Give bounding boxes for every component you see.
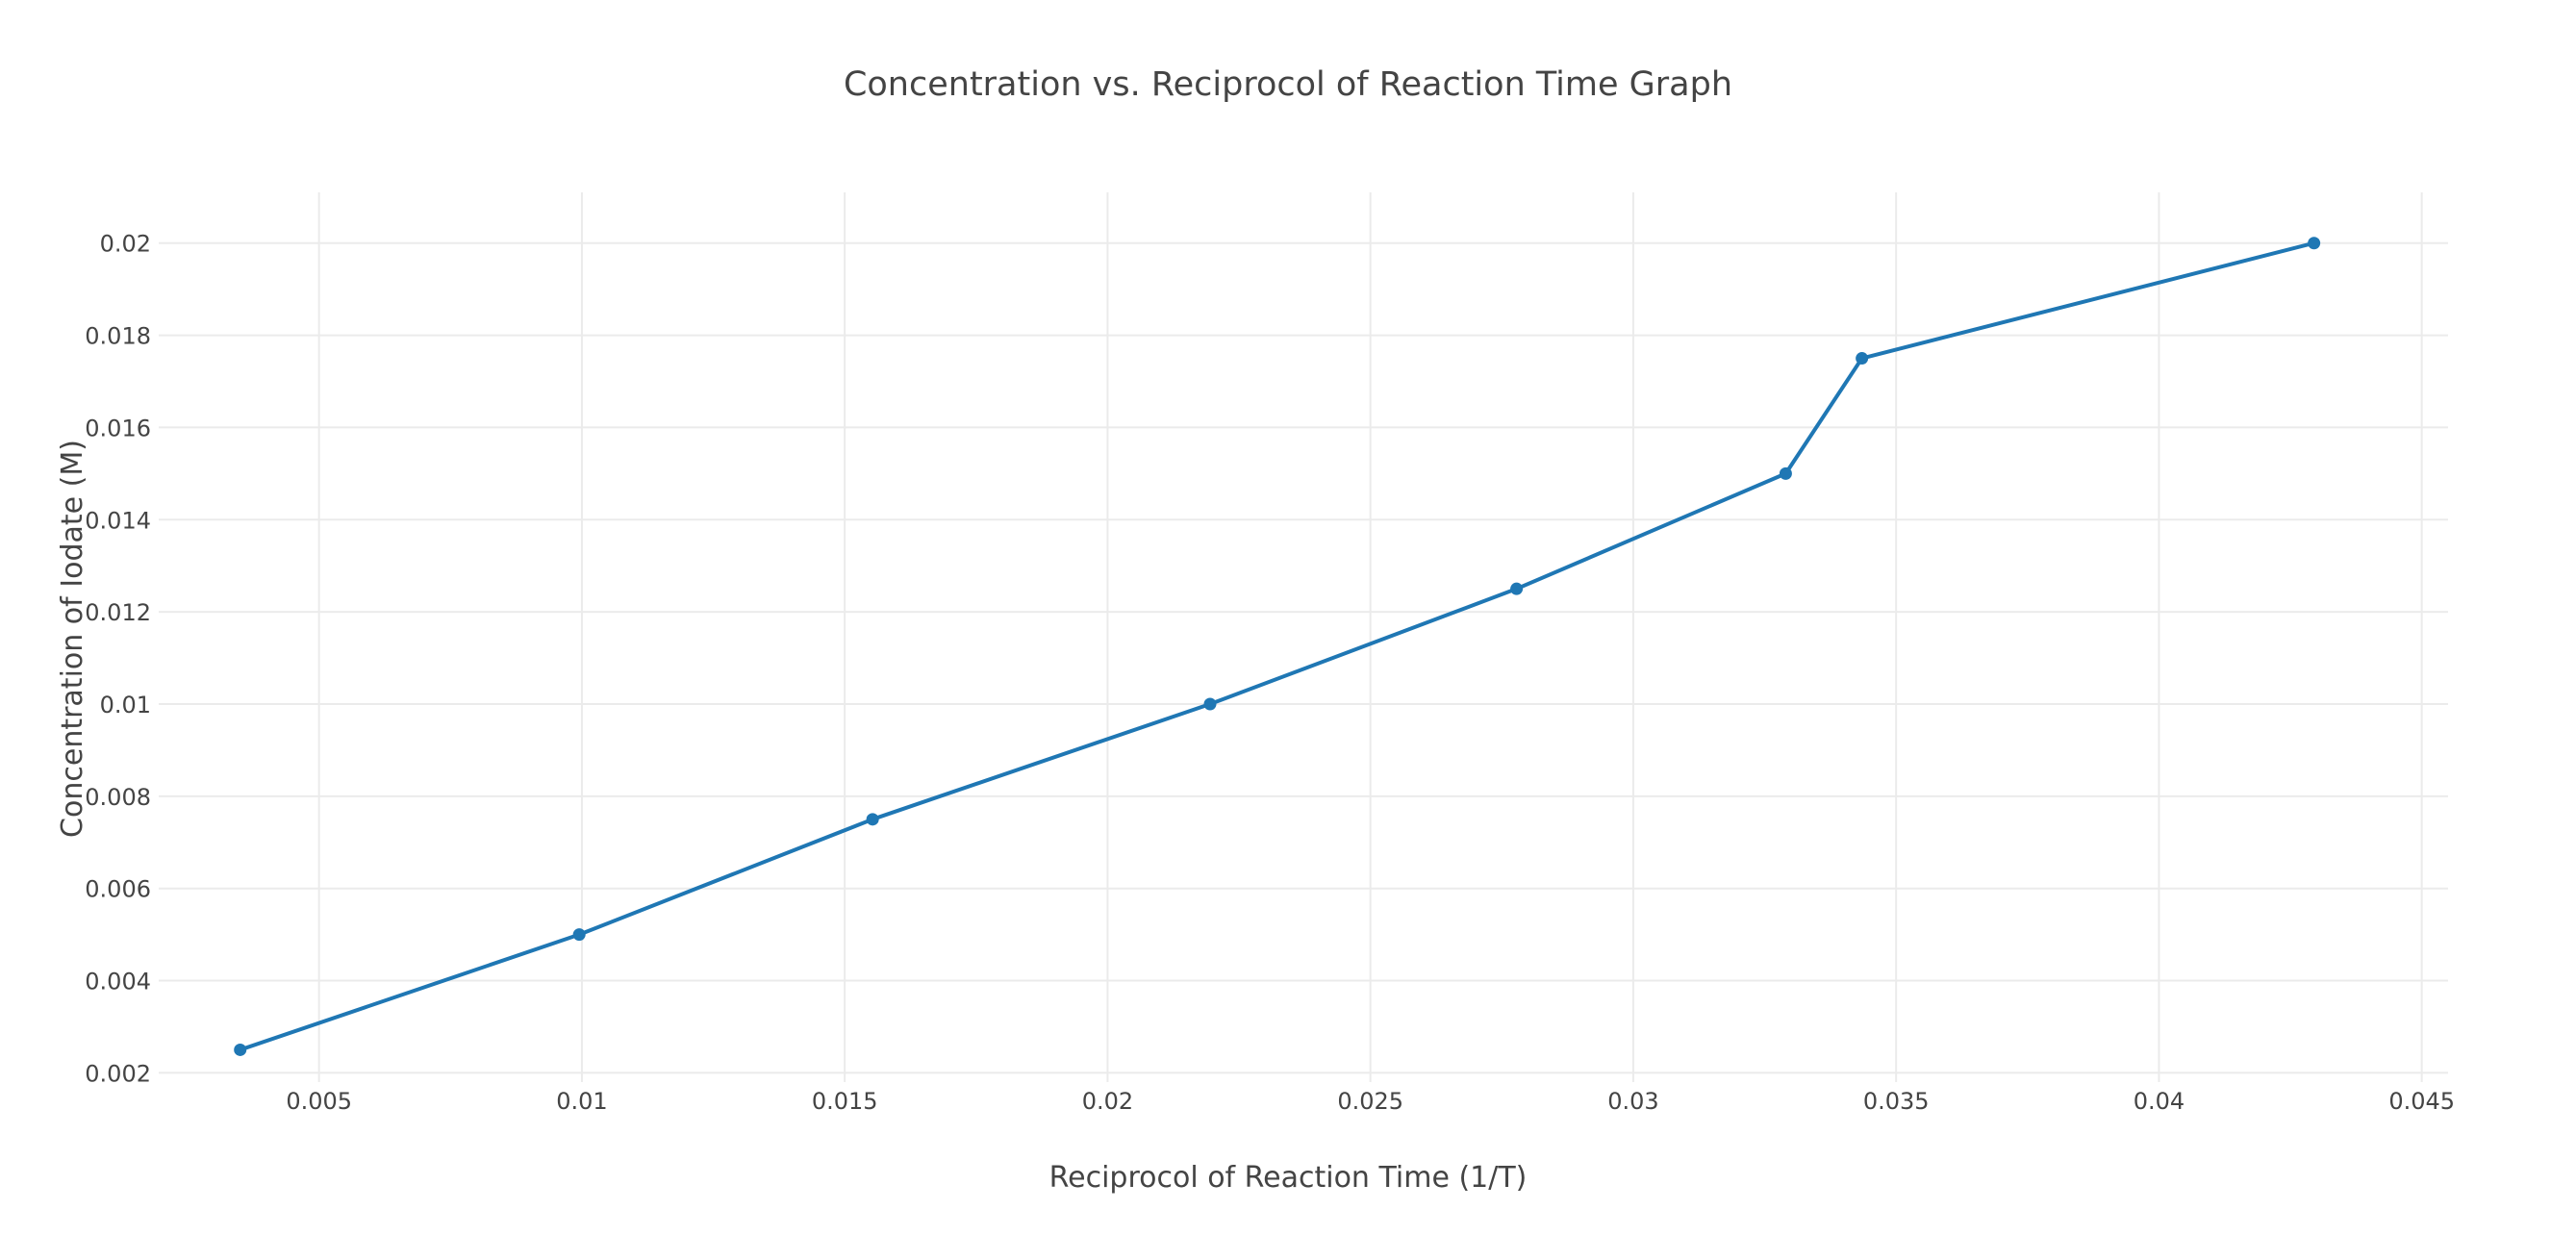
data-point[interactable]: [1510, 582, 1524, 595]
x-tick-label: 0.035: [1863, 1088, 1930, 1115]
y-tick-label: 0.018: [85, 323, 151, 350]
x-axis-title: Reciprocol of Reaction Time (1/T): [1049, 1161, 1528, 1195]
data-point[interactable]: [2308, 237, 2321, 250]
y-axis-title: Concentration of Iodate (M): [56, 440, 89, 838]
x-axis-ticks: 0.005 0.01 0.015 0.02 0.025 0.03 0.035 0.04 0.04…: [286, 1088, 2455, 1115]
y-tick-label: 0.016: [85, 415, 151, 441]
y-tick-label: 0.012: [85, 599, 151, 626]
y-tick-label: 0.02: [100, 231, 151, 258]
data-point[interactable]: [1779, 466, 1792, 480]
x-tick-label: 0.005: [286, 1088, 352, 1115]
y-tick-label: 0.004: [85, 969, 151, 996]
series-line: [238, 240, 2316, 1052]
y-tick-label: 0.008: [85, 784, 151, 811]
x-tick-label: 0.03: [1607, 1088, 1658, 1115]
data-point[interactable]: [572, 928, 586, 942]
y-tick-label: 0.006: [85, 876, 151, 903]
x-gridlines: [317, 192, 2423, 1082]
y-gridlines: [159, 241, 2448, 1074]
data-point[interactable]: [1203, 697, 1217, 711]
data-point[interactable]: [234, 1043, 247, 1056]
data-point[interactable]: [866, 813, 879, 826]
x-tick-label: 0.01: [556, 1088, 607, 1115]
data-point[interactable]: [1856, 352, 1869, 365]
x-tick-label: 0.02: [1082, 1088, 1133, 1115]
x-tick-label: 0.045: [2388, 1088, 2455, 1115]
x-tick-label: 0.015: [812, 1088, 878, 1115]
y-axis-ticks: 0.002 0.004 0.006 0.008 0.01 0.012 0.014 0.016 0…: [85, 231, 151, 1088]
y-tick-label: 0.002: [85, 1060, 151, 1087]
y-tick-label: 0.014: [85, 507, 151, 534]
series-layer: [234, 237, 2321, 1056]
x-tick-label: 0.04: [2134, 1088, 2185, 1115]
x-tick-label: 0.025: [1337, 1088, 1403, 1115]
chart-title: Concentration vs. Reciprocol of Reaction…: [844, 65, 1732, 104]
y-tick-label: 0.01: [100, 692, 151, 718]
